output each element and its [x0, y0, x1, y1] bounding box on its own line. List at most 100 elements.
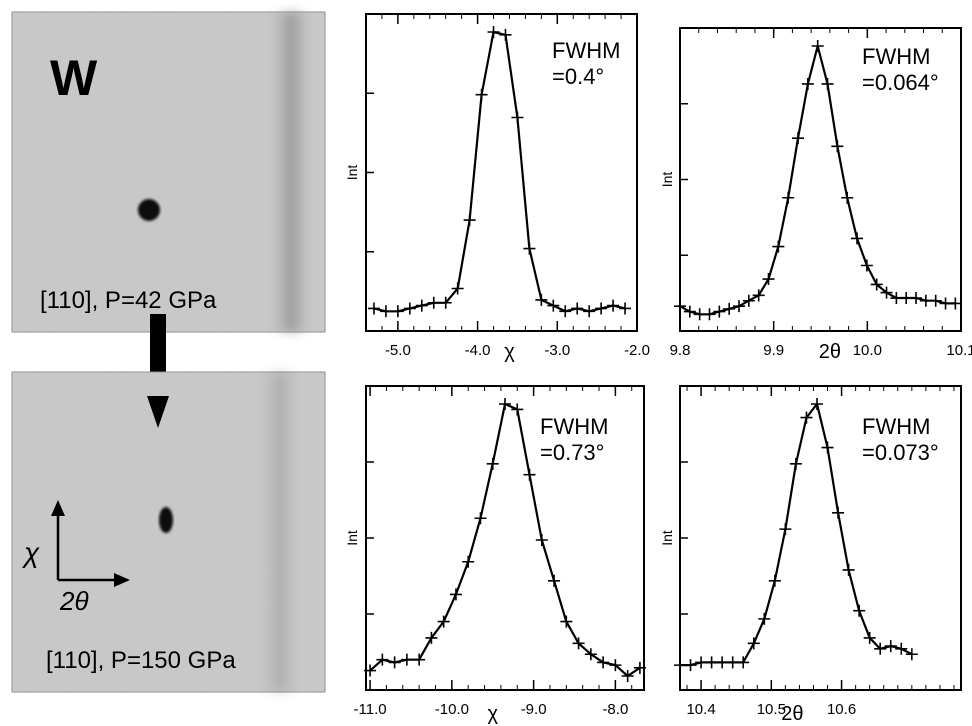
data-point-marker [703, 308, 716, 321]
data-point-marker [684, 659, 697, 672]
data-point-marker [762, 273, 775, 286]
data-point-marker [609, 659, 622, 672]
data-point-marker [880, 286, 893, 299]
data-point-marker [801, 77, 814, 90]
data-point-marker [388, 656, 401, 669]
data-point-marker [747, 637, 760, 650]
data-point-marker [695, 656, 708, 669]
data-point-marker [841, 191, 854, 204]
x-tick-label: 10.4 [686, 701, 715, 718]
data-point-marker [571, 302, 584, 315]
x-tick-label: -9.0 [521, 701, 547, 718]
element-label: W [50, 50, 98, 106]
top-image-caption: [110], P=42 GPa [40, 287, 217, 314]
data-point-marker [792, 132, 805, 145]
fwhm-annotation: FWHM [552, 38, 620, 63]
x-axis-label: 2θ [781, 703, 803, 725]
data-point-marker [535, 293, 548, 306]
data-point-marker [779, 523, 792, 536]
data-point-marker [367, 302, 380, 315]
bottom-diffraction-image: χ 2θ [110], P=150 GPa [11, 371, 326, 693]
top-diffraction-spot [138, 199, 160, 221]
x-axis-label: χ [504, 341, 515, 363]
data-point-marker [607, 299, 620, 312]
data-point-marker [376, 653, 389, 666]
data-point-marker [583, 305, 596, 318]
data-point-marker [758, 612, 771, 625]
top-image-streak [272, 12, 308, 332]
data-point-marker [789, 457, 802, 470]
data-point-marker [391, 305, 404, 318]
data-point-marker [364, 664, 377, 677]
data-point-marker [463, 214, 476, 227]
plot-panel-1: -5.0 -4.0 -3.0 -2.0 Int χ FWHM=0.4° [344, 13, 650, 363]
data-point-marker [415, 299, 428, 312]
bottom-image-streak [262, 372, 296, 692]
data-point-marker [413, 653, 426, 666]
x-tick-label: -10.0 [435, 701, 469, 718]
data-point-marker [860, 259, 873, 272]
x-tick-label: -4.0 [465, 342, 491, 359]
x-tick-label: -11.0 [354, 701, 387, 718]
x-tick-label: -3.0 [544, 342, 570, 359]
data-point-marker [523, 242, 536, 255]
data-point-marker [733, 300, 746, 313]
peak-profile-line [373, 30, 626, 313]
bottom-image-caption: [110], P=150 GPa [46, 647, 236, 674]
data-point-marker [475, 88, 488, 101]
data-point-marker [821, 77, 834, 90]
fwhm-annotation: FWHM [540, 414, 608, 439]
data-point-marker [716, 656, 729, 669]
data-point-marker [874, 642, 887, 655]
data-point-marker [821, 441, 834, 454]
data-point-marker [737, 656, 750, 669]
fwhm-annotation: =0.073° [862, 440, 939, 465]
plot-panel-4: 10.4 10.5 10.6 Int 2θ FWHM=0.073° [659, 385, 962, 725]
x-tick-label: 10.0 [853, 342, 882, 359]
x-tick-label: -2.0 [624, 342, 650, 359]
data-point-marker [895, 642, 908, 655]
x-axis-label: χ [487, 703, 498, 725]
data-point-marker [910, 292, 923, 305]
chi-axis-label: χ [21, 537, 40, 568]
data-point-marker [619, 302, 632, 315]
data-point-marker [832, 506, 845, 519]
data-point-marker [379, 305, 392, 318]
x-tick-label: 10.5 [757, 701, 786, 718]
data-point-marker [772, 240, 785, 253]
data-point-marker [559, 305, 572, 318]
fwhm-annotation: =0.4° [552, 64, 604, 89]
arrow-tip-icon [147, 396, 169, 428]
data-point-marker [811, 40, 824, 52]
data-point-marker [853, 604, 866, 617]
data-point-marker [705, 656, 718, 669]
top-diffraction-image: W [110], P=42 GPa [11, 11, 326, 333]
data-point-marker [768, 574, 781, 587]
data-point-marker [425, 631, 438, 644]
data-point-marker [782, 191, 795, 204]
data-point-marker [547, 299, 560, 312]
axis-indicator-icon [51, 500, 130, 587]
data-point-marker [560, 615, 573, 628]
data-point-marker [863, 631, 876, 644]
plot-panel-2: 9.8 9.9 10.0 10.1 Int 2θ FWHM=0.064° [659, 27, 972, 363]
data-point-marker [597, 656, 610, 669]
data-point-marker [403, 302, 416, 315]
y-axis-label: Int [659, 172, 675, 188]
data-point-marker [523, 468, 536, 481]
data-point-marker [535, 534, 548, 546]
x-axis-label: 2θ [819, 341, 841, 363]
data-point-marker [437, 615, 450, 628]
bottom-diffraction-spot [159, 507, 173, 533]
data-point-marker [400, 653, 413, 666]
data-point-marker [449, 588, 462, 601]
fwhm-annotation: FWHM [862, 44, 930, 69]
data-point-marker [752, 289, 765, 302]
data-point-marker [451, 282, 464, 295]
data-point-marker [427, 296, 440, 309]
data-point-marker [674, 300, 686, 313]
data-point-marker [487, 26, 500, 38]
two-theta-axis-label: 2θ [59, 586, 89, 616]
